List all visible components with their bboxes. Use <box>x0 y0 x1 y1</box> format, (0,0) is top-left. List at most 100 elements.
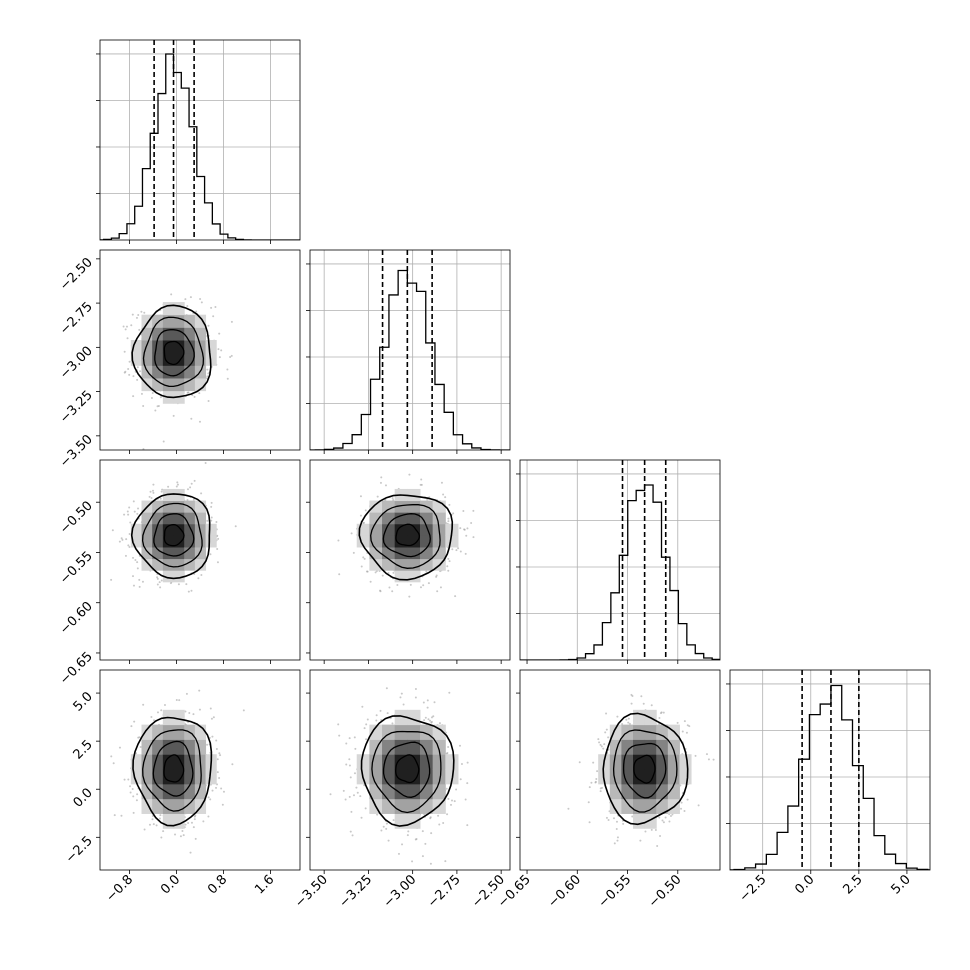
density-cell <box>679 754 692 770</box>
density-cell <box>194 377 207 392</box>
sample-point <box>438 722 441 725</box>
sample-point <box>142 448 145 450</box>
density-cell <box>194 535 207 548</box>
density-cell <box>420 523 434 536</box>
sample-point <box>229 356 232 359</box>
sample-point <box>592 761 595 764</box>
sample-point <box>189 486 192 489</box>
contour <box>370 504 441 569</box>
sample-point <box>376 495 379 498</box>
density-cell <box>633 783 646 800</box>
sample-point <box>650 828 653 831</box>
sample-point <box>128 546 131 549</box>
x-tick-label: −0.8 <box>103 872 136 905</box>
sample-point <box>210 717 213 720</box>
sample-point <box>420 483 423 486</box>
sample-point <box>205 377 208 380</box>
sample-point <box>151 392 154 395</box>
density-cell <box>184 327 196 341</box>
sample-point <box>603 743 606 746</box>
density-cell <box>184 739 196 755</box>
sample-point <box>192 713 195 716</box>
sample-point <box>627 721 630 724</box>
sample-point <box>664 816 667 819</box>
contour <box>382 513 431 558</box>
density-cell <box>633 709 646 726</box>
density-cell <box>609 769 622 785</box>
density-cell <box>633 754 646 770</box>
density-cell <box>173 523 185 536</box>
sample-point <box>174 833 177 836</box>
panel-frame <box>519 459 721 661</box>
sample-point <box>210 519 213 522</box>
sample-point <box>453 800 456 803</box>
sample-point <box>211 735 214 738</box>
density-cell <box>162 546 175 560</box>
density-cell <box>633 739 646 755</box>
sample-point <box>155 824 158 827</box>
density-cell <box>152 500 164 513</box>
contour <box>395 754 420 784</box>
sample-point <box>607 818 610 821</box>
contour <box>163 754 185 783</box>
sample-point <box>200 573 203 576</box>
density-cell <box>432 724 446 740</box>
sample-point <box>427 582 430 585</box>
density-cell <box>194 546 207 560</box>
panel-frame <box>519 669 721 871</box>
histogram <box>310 269 510 450</box>
sample-point <box>142 405 145 408</box>
density-cell <box>432 535 446 548</box>
sample-point <box>216 561 219 564</box>
sample-point <box>375 719 378 722</box>
sample-point <box>388 586 391 589</box>
sample-point <box>156 577 159 580</box>
density-cell <box>130 769 142 785</box>
density-cell <box>420 558 434 571</box>
sample-point <box>184 298 187 301</box>
sample-point <box>363 557 366 560</box>
density-cell <box>369 558 383 571</box>
sample-point <box>680 807 683 810</box>
contour <box>163 523 185 547</box>
density-cell <box>382 798 396 814</box>
sample-point <box>615 820 618 823</box>
sample-point <box>447 797 450 800</box>
sample-point <box>199 298 202 301</box>
sample-point <box>352 551 355 554</box>
sample-point <box>354 747 357 750</box>
sample-point <box>222 790 225 793</box>
sample-point <box>206 375 209 378</box>
sample-point <box>152 823 155 826</box>
sample-point <box>120 537 123 540</box>
density-cell <box>162 340 175 354</box>
density-cell <box>141 724 153 740</box>
sample-point <box>215 521 218 524</box>
sample-point <box>131 313 134 316</box>
sample-point <box>130 324 133 327</box>
x-tick-label: −3.25 <box>336 872 375 911</box>
density-cell <box>152 724 164 740</box>
sample-point <box>444 860 447 863</box>
density-cell <box>656 754 669 770</box>
sample-point <box>448 691 451 694</box>
sample-point <box>143 828 146 831</box>
sample-point <box>140 392 143 395</box>
sample-point <box>446 813 449 816</box>
density-cell <box>184 314 196 328</box>
sample-point <box>126 510 129 513</box>
panel-2-1 <box>306 459 511 664</box>
density-cell <box>173 754 185 770</box>
density-cell <box>382 739 396 755</box>
sample-point <box>187 822 190 825</box>
density-cell <box>184 340 196 354</box>
sample-point <box>601 786 604 789</box>
density-cell <box>141 754 153 770</box>
sample-point <box>218 752 221 755</box>
density-cell <box>369 769 383 785</box>
density-cell <box>667 769 680 785</box>
sample-point <box>186 304 189 307</box>
sample-point <box>156 405 159 408</box>
sample-point <box>230 354 233 357</box>
x-tick-label: −0.55 <box>596 872 635 911</box>
